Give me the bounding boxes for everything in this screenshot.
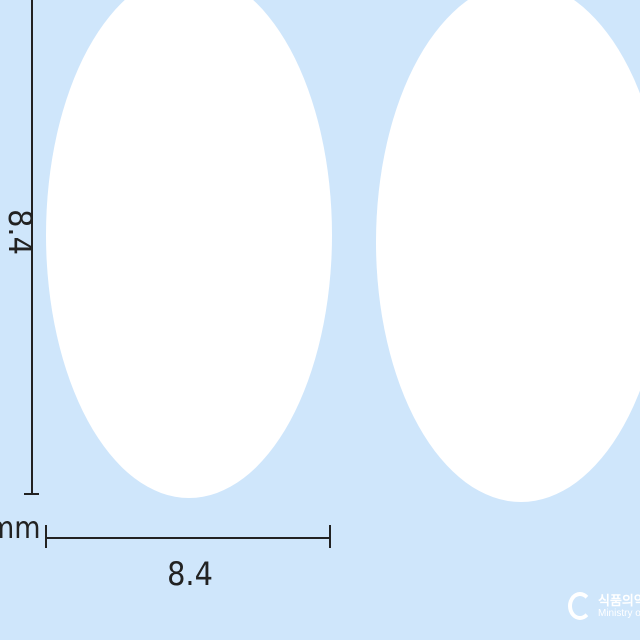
unit-label: mm bbox=[0, 511, 41, 546]
watermark-english-text: Ministry of Fo bbox=[598, 608, 640, 619]
watermark-korean-text: 식품의약 bbox=[598, 593, 640, 608]
width-dimension-line bbox=[46, 537, 330, 539]
width-dimension-tick-left bbox=[45, 525, 47, 548]
width-dimension-tick-right bbox=[329, 525, 331, 548]
pill-back-view bbox=[376, 0, 640, 502]
pill-front-view bbox=[46, 0, 332, 498]
height-dimension-line bbox=[31, 0, 33, 494]
ministry-logo-icon bbox=[568, 592, 592, 620]
width-label: 8.4 bbox=[167, 555, 213, 593]
height-label: 8.4 bbox=[1, 209, 39, 255]
height-dimension-tick bbox=[24, 493, 39, 495]
